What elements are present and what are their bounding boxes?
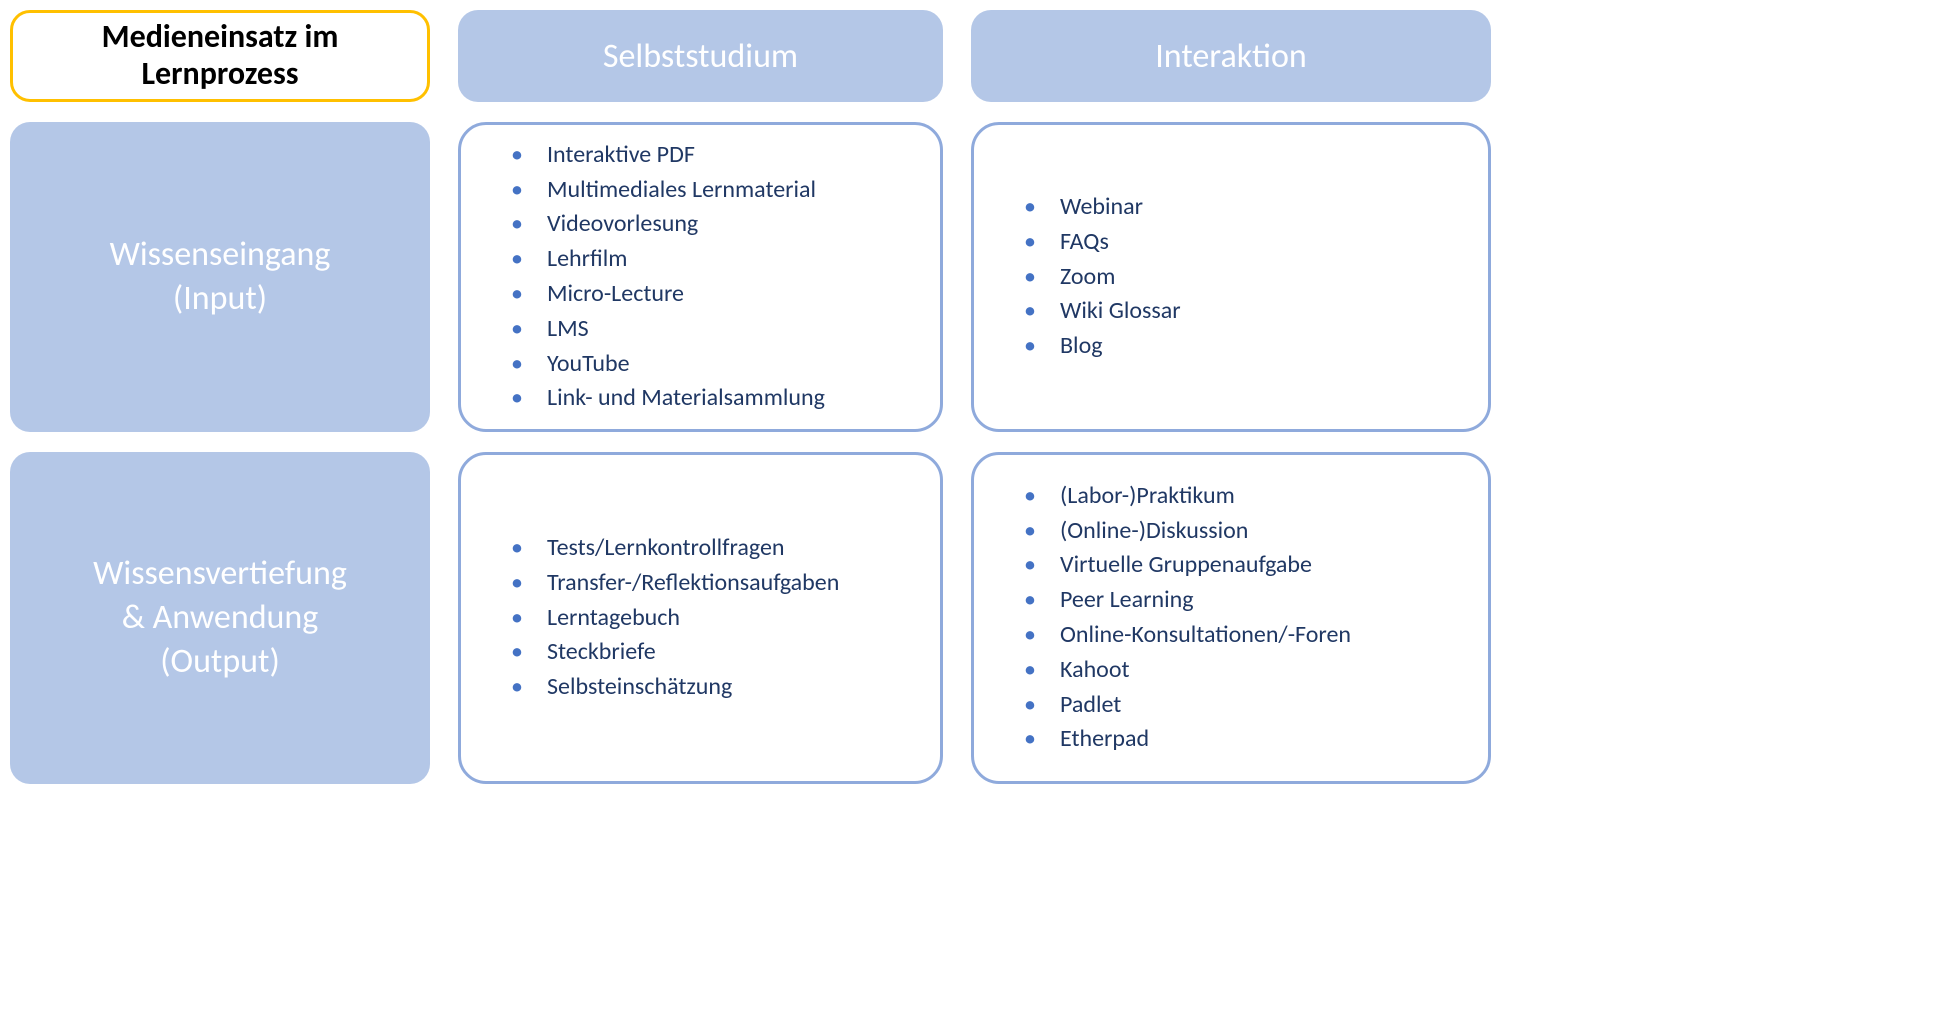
list-item: YouTube: [511, 347, 910, 382]
row-header-line-1: Wissenseingang: [110, 233, 331, 277]
list-item: Virtuelle Gruppenaufgabe: [1024, 548, 1458, 583]
item-list: WebinarFAQsZoomWiki GlossarBlog: [1024, 190, 1458, 364]
column-header-label: Selbststudium: [603, 36, 798, 77]
list-item: Kahoot: [1024, 653, 1458, 688]
list-item: Lerntagebuch: [511, 601, 910, 636]
list-item: Multimediales Lernmaterial: [511, 173, 910, 208]
cell-output-selbststudium: Tests/LernkontrollfragenTransfer-/Reflek…: [458, 452, 943, 784]
item-list: Interaktive PDFMultimediales Lernmateria…: [511, 138, 910, 416]
list-item: Padlet: [1024, 688, 1458, 723]
title-box: Medieneinsatz im Lernprozess: [10, 10, 430, 102]
cell-output-interaktion: (Labor-)Praktikum(Online-)DiskussionVirt…: [971, 452, 1491, 784]
list-item: Micro-Lecture: [511, 277, 910, 312]
list-item: Link- und Materialsammlung: [511, 381, 910, 416]
list-item: (Labor-)Praktikum: [1024, 479, 1458, 514]
list-item: LMS: [511, 312, 910, 347]
list-item: Videovorlesung: [511, 207, 910, 242]
cell-input-interaktion: WebinarFAQsZoomWiki GlossarBlog: [971, 122, 1491, 432]
row-header-line-2: & Anwendung: [122, 596, 319, 640]
list-item: Etherpad: [1024, 722, 1458, 757]
list-item: Transfer-/Reflektionsaufgaben: [511, 566, 910, 601]
column-header-selbststudium: Selbststudium: [458, 10, 943, 102]
list-item: Lehrfilm: [511, 242, 910, 277]
list-item: Peer Learning: [1024, 583, 1458, 618]
list-item: Interaktive PDF: [511, 138, 910, 173]
list-item: Wiki Glossar: [1024, 294, 1458, 329]
item-list: Tests/LernkontrollfragenTransfer-/Reflek…: [511, 531, 910, 705]
column-header-interaktion: Interaktion: [971, 10, 1491, 102]
title-line-2: Lernprozess: [142, 56, 299, 93]
list-item: Steckbriefe: [511, 635, 910, 670]
list-item: Online-Konsultationen/-Foren: [1024, 618, 1458, 653]
list-item: Webinar: [1024, 190, 1458, 225]
list-item: FAQs: [1024, 225, 1458, 260]
cell-input-selbststudium: Interaktive PDFMultimediales Lernmateria…: [458, 122, 943, 432]
title-line-1: Medieneinsatz im: [102, 19, 339, 56]
row-header-input: Wissenseingang (Input): [10, 122, 430, 432]
item-list: (Labor-)Praktikum(Online-)DiskussionVirt…: [1024, 479, 1458, 757]
row-header-line-1: Wissensvertiefung: [93, 552, 347, 596]
column-header-label: Interaktion: [1155, 36, 1307, 77]
list-item: Blog: [1024, 329, 1458, 364]
matrix-grid: Medieneinsatz im Lernprozess Selbststudi…: [10, 10, 1948, 784]
list-item: Tests/Lernkontrollfragen: [511, 531, 910, 566]
list-item: (Online-)Diskussion: [1024, 514, 1458, 549]
list-item: Selbsteinschätzung: [511, 670, 910, 705]
row-header-line-3: (Output): [160, 640, 280, 684]
row-header-line-2: (Input): [173, 277, 267, 321]
row-header-output: Wissensvertiefung & Anwendung (Output): [10, 452, 430, 784]
list-item: Zoom: [1024, 260, 1458, 295]
